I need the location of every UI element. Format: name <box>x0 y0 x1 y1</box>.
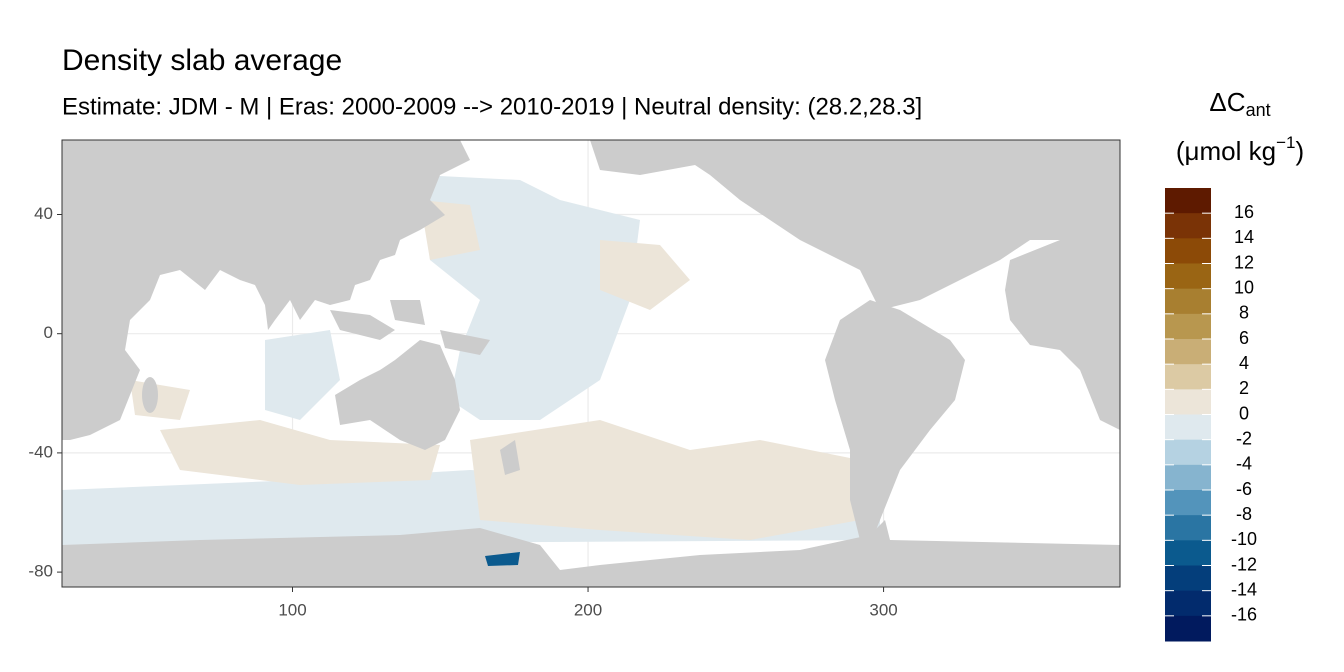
land <box>62 140 470 440</box>
colorbar-label: 4 <box>1239 353 1249 373</box>
legend-unit: (μmol kg−1) <box>1176 133 1304 165</box>
land <box>335 340 460 450</box>
anomaly-region <box>485 552 520 566</box>
colorbar-bin <box>1165 313 1211 340</box>
anomaly-region <box>600 240 690 310</box>
colorbar-label: 10 <box>1234 277 1254 297</box>
legend-title: ΔCant <box>1209 87 1270 120</box>
colorbar-bin <box>1165 490 1211 516</box>
colorbar-bin <box>1165 515 1211 541</box>
colorbar-label: -6 <box>1236 479 1252 499</box>
y-tick-label: 40 <box>34 204 53 223</box>
colorbar-label: -16 <box>1231 605 1257 625</box>
colorbar-bin <box>1165 615 1211 642</box>
chart-title: Density slab average <box>62 44 342 77</box>
colorbar-bin <box>1165 464 1211 491</box>
anomaly-region <box>470 420 860 540</box>
colorbar-label: -8 <box>1236 504 1252 524</box>
land <box>62 520 1120 587</box>
chart-subtitle: Estimate: JDM - M | Eras: 2000-2009 --> … <box>62 93 922 120</box>
colorbar-label: -12 <box>1231 554 1257 574</box>
legend-title-subscript: ant <box>1246 100 1271 120</box>
land <box>500 440 520 475</box>
colorbar: 16 14 12 10 8 6 4 2 0 -2 -4 -6 -8 -10 -12 -14 -16 <box>1165 188 1257 642</box>
colorbar-label: 14 <box>1234 227 1254 247</box>
anomaly-region <box>265 330 340 420</box>
anomaly-region <box>160 420 440 485</box>
colorbar-bin <box>1165 565 1211 592</box>
x-tick-label: 300 <box>869 600 897 619</box>
colorbar-bin <box>1165 414 1211 441</box>
colorbar-bin <box>1165 238 1211 264</box>
land <box>142 377 158 413</box>
colorbar-bin <box>1165 364 1211 390</box>
colorbar-label: 6 <box>1239 328 1249 348</box>
land <box>330 310 395 340</box>
y-tick-label: -40 <box>28 442 53 461</box>
land <box>1005 240 1120 430</box>
panel-border <box>61 139 1121 588</box>
colorbar-bin <box>1165 590 1211 617</box>
land <box>590 140 1120 310</box>
colorbar-label: 16 <box>1234 202 1254 222</box>
land <box>390 300 425 325</box>
legend-unit-text: (μmol kg <box>1176 136 1276 166</box>
legend-unit-exponent: −1 <box>1276 133 1295 152</box>
x-tick-label: 200 <box>574 600 602 619</box>
y-tick-label: 0 <box>44 323 53 342</box>
colorbar-label: -2 <box>1236 428 1252 448</box>
land <box>440 330 490 355</box>
colorbar-bin <box>1165 213 1211 239</box>
colorbar-bin <box>1165 439 1211 466</box>
colorbar-label: -10 <box>1231 529 1257 549</box>
legend-title-symbol: ΔC <box>1209 87 1245 117</box>
colorbar-bin <box>1165 389 1211 415</box>
colorbar-label: 2 <box>1239 378 1249 398</box>
colorbar-bin <box>1165 540 1211 566</box>
colorbar-label: 8 <box>1239 303 1249 323</box>
legend-unit-close: ) <box>1295 136 1304 166</box>
y-tick-label: -80 <box>28 562 53 581</box>
colorbar-bin <box>1165 339 1211 365</box>
colorbar-bin <box>1165 288 1211 315</box>
colorbar-label: 12 <box>1234 252 1254 272</box>
colorbar-label: 0 <box>1239 403 1249 423</box>
colorbar-label: -4 <box>1236 454 1252 474</box>
map-layer <box>62 140 1120 587</box>
colorbar-bin <box>1165 263 1211 290</box>
colorbar-bin <box>1165 188 1211 214</box>
x-tick-label: 100 <box>278 600 306 619</box>
colorbar-label: -14 <box>1231 579 1257 599</box>
land <box>825 300 965 545</box>
